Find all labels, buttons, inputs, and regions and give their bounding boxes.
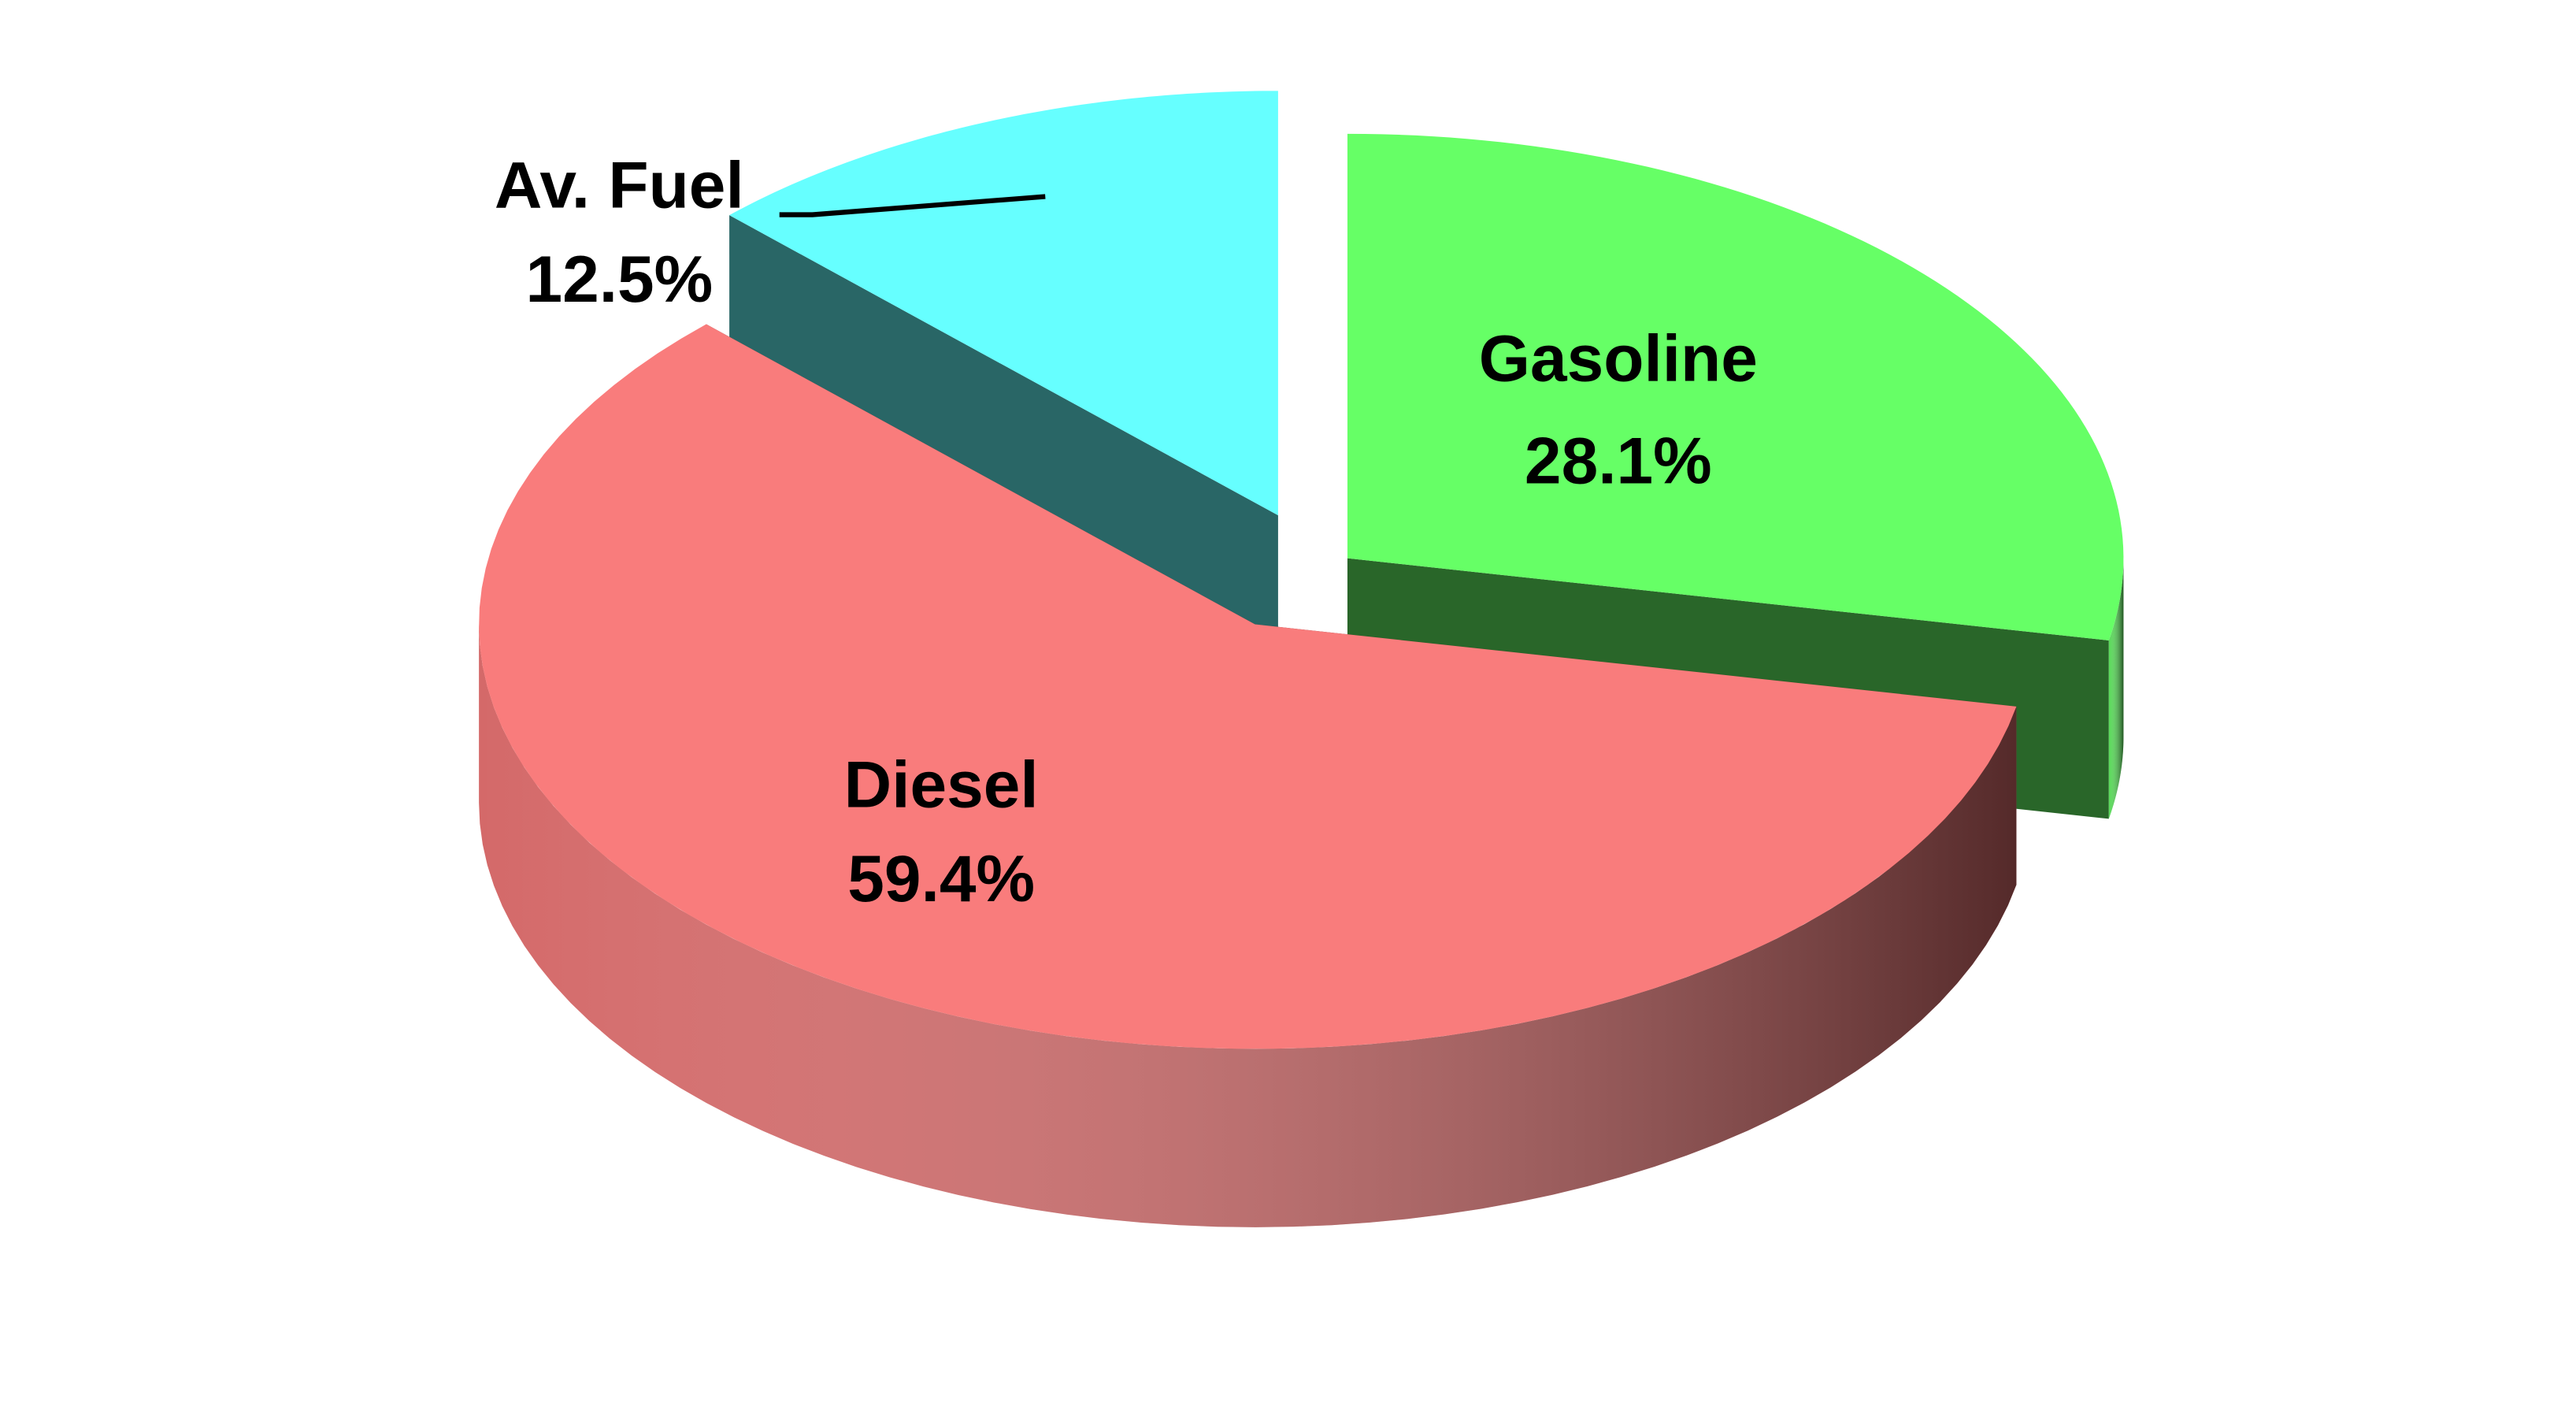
- slice-wall-shade: [2108, 558, 2124, 819]
- slice: [479, 324, 2017, 1227]
- slice-label: Av. Fuel: [495, 147, 744, 221]
- slice-top: [1347, 133, 2124, 640]
- slice-top: [729, 91, 1278, 516]
- slice-top: [479, 324, 2017, 1049]
- slice-value-label: 12.5%: [525, 242, 713, 316]
- slice-value-label: 59.4%: [847, 841, 1035, 915]
- leader-line: [779, 194, 1046, 217]
- slice-value-label: 28.1%: [1525, 423, 1712, 497]
- slice-label: Diesel: [844, 747, 1039, 821]
- slice-wall-shade: [479, 624, 2017, 1227]
- slice-label: Gasoline: [1479, 321, 1758, 395]
